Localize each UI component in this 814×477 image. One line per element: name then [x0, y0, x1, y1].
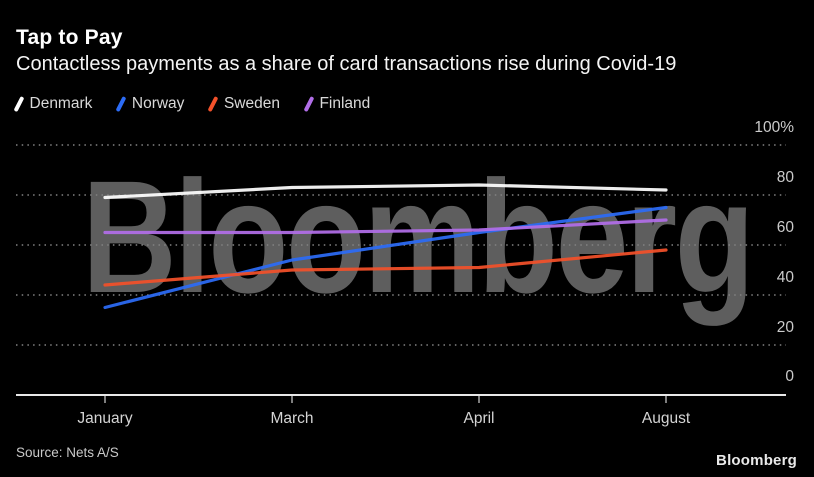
x-tick-label-january: January [77, 410, 133, 427]
chart-subtitle: Contactless payments as a share of card … [16, 53, 677, 75]
legend-label-norway: Norway [131, 95, 185, 112]
legend-label-finland: Finland [319, 95, 371, 112]
y-tick-label-40: 40 [776, 269, 794, 286]
norway-line [103, 205, 668, 310]
y-tick-label-20: 20 [776, 319, 794, 336]
legend-item-finland: Finland [303, 95, 371, 113]
x-axis-ticks [104, 396, 667, 403]
legend-item-norway: Norway [115, 95, 185, 113]
y-tick-label-0: 0 [785, 368, 794, 385]
y-tick-label-100: 100% [754, 119, 794, 136]
legend-item-denmark: Denmark [13, 95, 93, 113]
chart-title: Tap to Pay [16, 26, 123, 49]
y-tick-label-80: 80 [776, 169, 794, 186]
legend-label-sweden: Sweden [223, 95, 280, 112]
legend-item-sweden: Sweden [207, 95, 280, 113]
x-tick-label-march: March [270, 410, 314, 427]
legend-label-denmark: Denmark [29, 95, 93, 112]
series-lines [103, 183, 668, 310]
finland-line [103, 218, 668, 235]
x-tick-label-april: April [463, 410, 495, 427]
x-tick-label-august: August [641, 410, 691, 427]
denmark-line [103, 183, 668, 200]
y-tick-label-60: 60 [776, 219, 794, 236]
sweden-line [103, 248, 668, 287]
source-note: Source: Nets A/S [16, 445, 119, 460]
bloomberg-logo: Bloomberg [716, 452, 797, 469]
legend: Denmark Norway Sweden Finland [13, 95, 371, 113]
